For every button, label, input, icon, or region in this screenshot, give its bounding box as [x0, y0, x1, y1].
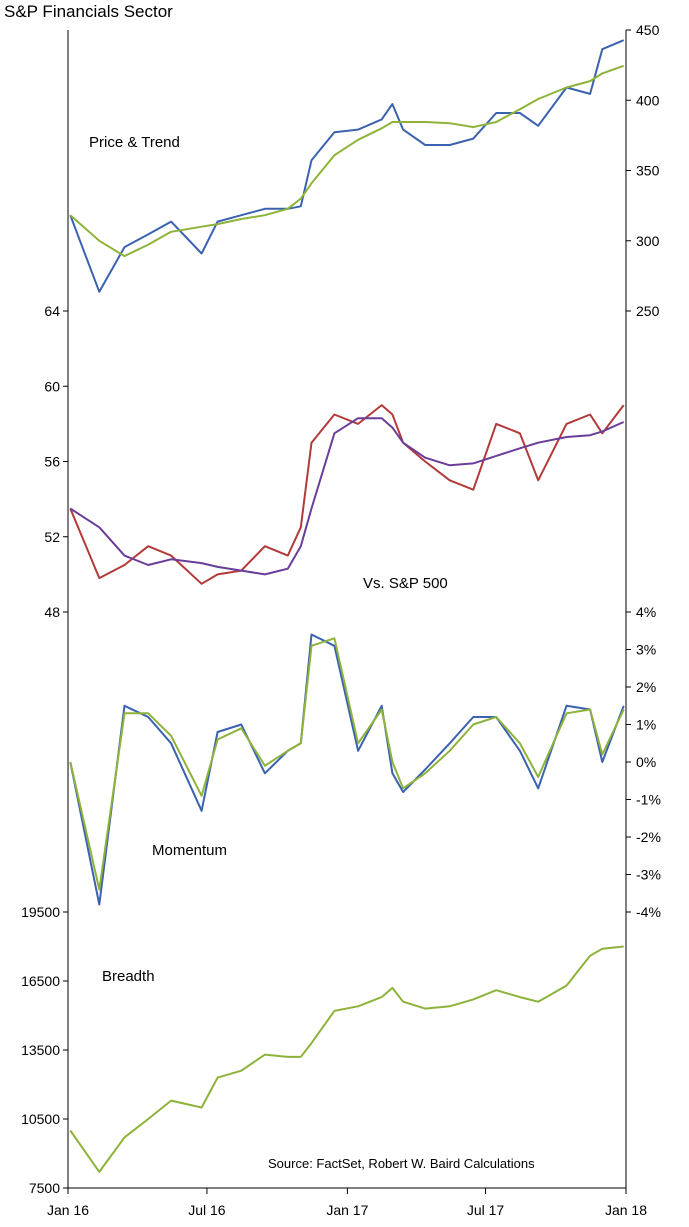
series-line-2-1: [69, 404, 625, 585]
y-tick-label: 10500: [21, 1111, 60, 1127]
y-tick-label: 64: [44, 303, 60, 319]
y-tick-label: 56: [44, 454, 60, 470]
y-tick-label: 1%: [636, 717, 656, 733]
x-tick-label: Jul 16: [188, 1202, 226, 1218]
chart-title: S&P Financials Sector: [4, 2, 173, 21]
y-tick-label: 19500: [21, 904, 60, 920]
y-tick-label: -1%: [636, 792, 661, 808]
x-tick-label: Jan 17: [326, 1202, 368, 1218]
source-note: Source: FactSet, Robert W. Baird Calcula…: [268, 1156, 535, 1171]
series-line-3-2: [69, 637, 625, 891]
momentum-label: Momentum: [152, 842, 228, 859]
vs-sp500-label: Vs. S&P 500: [363, 575, 448, 592]
series-line-1-2: [69, 64, 625, 258]
series-line-4-1: [69, 945, 624, 1173]
x-tick-label: Jul 17: [467, 1202, 505, 1218]
y-tick-label: 2%: [636, 679, 656, 695]
y-tick-label: 300: [636, 233, 660, 249]
y-tick-label: 7500: [29, 1180, 60, 1196]
y-tick-label: 250: [636, 303, 660, 319]
y-tick-label: 400: [636, 92, 660, 108]
series-line-3-1: [69, 633, 625, 906]
y-tick-label: -3%: [636, 867, 661, 883]
x-tick-label: Jan 16: [47, 1202, 89, 1218]
y-tick-label: 3%: [636, 642, 656, 658]
y-tick-label: 60: [44, 378, 60, 394]
y-tick-label: 0%: [636, 754, 656, 770]
y-tick-label: 52: [44, 529, 60, 545]
y-tick-label: 4%: [636, 604, 656, 620]
y-tick-label: -2%: [636, 829, 661, 845]
y-tick-label: -4%: [636, 904, 661, 920]
y-tick-label: 13500: [21, 1042, 60, 1058]
y-tick-label: 350: [636, 163, 660, 179]
y-tick-label: 450: [636, 22, 660, 38]
y-tick-label: 16500: [21, 973, 60, 989]
breadth-label: Breadth: [102, 968, 155, 985]
y-tick-label: 48: [44, 604, 60, 620]
x-tick-label: Jan 18: [605, 1202, 647, 1218]
price-trend-label: Price & Trend: [89, 134, 180, 151]
series-line-2-2: [69, 417, 625, 576]
series-line-1-1: [69, 39, 625, 293]
